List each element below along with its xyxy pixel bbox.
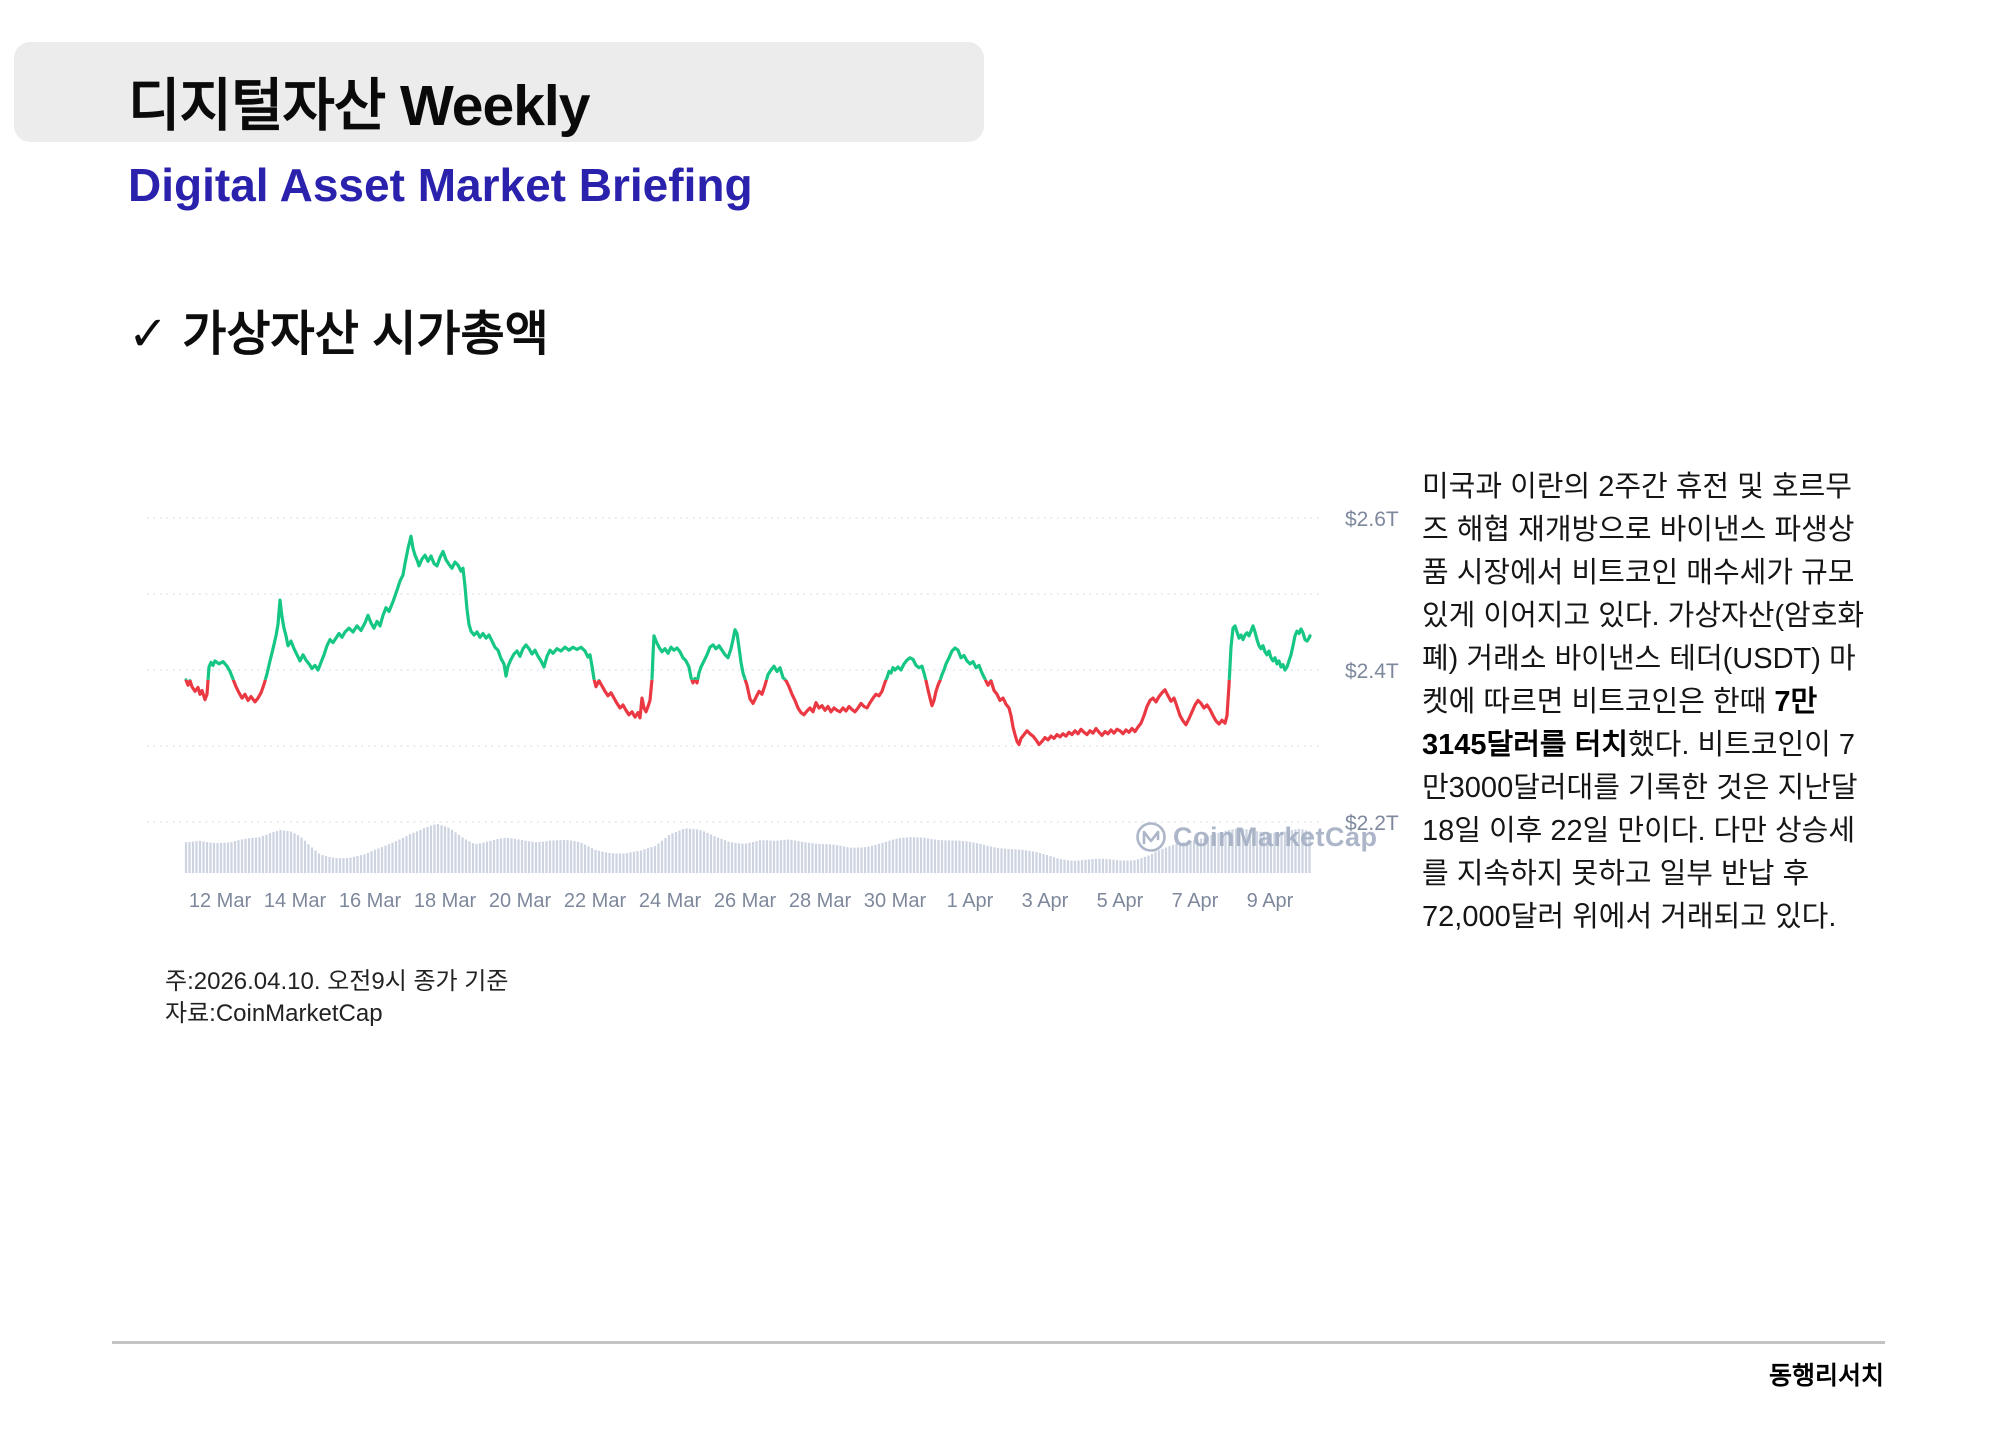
chart-footnote: 주:2026.04.10. 오전9시 종가 기준 자료:CoinMarketCa…	[165, 968, 509, 1027]
svg-text:26 Mar: 26 Mar	[714, 890, 777, 912]
volume-bars	[184, 824, 1311, 873]
commentary-text-1: 미국과 이란의 2주간 휴전 및 호르무 즈 해협 재개방으로 바이낸스 파생상…	[1422, 471, 1865, 718]
svg-text:18 Mar: 18 Mar	[414, 890, 477, 912]
market-cap-chart-svg: $2.6T $2.4T $2.2T 12 Mar 14 Mar 16 Mar 18 Mar 2…	[147, 508, 1399, 912]
svg-text:7 Apr: 7 Apr	[1172, 890, 1219, 912]
svg-text:1 Apr: 1 Apr	[947, 890, 994, 912]
svg-text:$2.2T: $2.2T	[1345, 812, 1399, 835]
page-subtitle: Digital Asset Market Briefing	[128, 159, 753, 211]
title-banner	[14, 42, 984, 142]
x-axis-labels: 12 Mar 14 Mar 16 Mar 18 Mar 20 Mar 22 Mar 24 M…	[189, 890, 1294, 912]
svg-text:22 Mar: 22 Mar	[564, 890, 627, 912]
gridlines	[147, 517, 1320, 823]
svg-text:28 Mar: 28 Mar	[789, 890, 852, 912]
svg-text:$2.4T: $2.4T	[1345, 660, 1399, 683]
commentary-text-2: 했다. 비트코인이 7 만3000달러대를 기록한 것은 지난달 18일 이후 …	[1422, 729, 1858, 933]
footer-divider	[112, 1341, 1885, 1344]
svg-text:$2.6T: $2.6T	[1345, 508, 1399, 531]
commentary-bold-highlight: 7만 3145달러를 터치	[1422, 686, 1818, 761]
svg-text:5 Apr: 5 Apr	[1097, 890, 1144, 912]
footer-brand: 동행리서치	[1768, 1362, 1884, 1390]
coinmarketcap-watermark: CoinMarketCap	[1136, 822, 1378, 852]
section-heading-label: 가상자산 시가총액	[182, 308, 549, 361]
svg-text:9 Apr: 9 Apr	[1247, 890, 1294, 912]
svg-text:20 Mar: 20 Mar	[489, 890, 552, 912]
y-axis-labels: $2.6T $2.4T $2.2T	[1345, 508, 1399, 835]
page-title: 디지털자산 Weekly	[128, 74, 590, 138]
svg-text:12 Mar: 12 Mar	[189, 890, 252, 912]
price-line	[184, 534, 1312, 747]
svg-text:14 Mar: 14 Mar	[264, 890, 327, 912]
svg-text:30 Mar: 30 Mar	[864, 890, 927, 912]
svg-text:3 Apr: 3 Apr	[1022, 890, 1069, 912]
market-cap-chart: $2.6T $2.4T $2.2T 12 Mar 14 Mar 16 Mar 18 Mar 2…	[145, 400, 1415, 920]
svg-text:16 Mar: 16 Mar	[339, 890, 402, 912]
svg-text:24 Mar: 24 Mar	[639, 890, 702, 912]
svg-text:CoinMarketCap: CoinMarketCap	[1173, 822, 1378, 852]
section-heading: ✓ 가상자산 시가총액	[128, 294, 549, 364]
check-icon: ✓	[128, 308, 169, 361]
commentary-paragraph: 미국과 이란의 2주간 휴전 및 호르무 즈 해협 재개방으로 바이낸스 파생상…	[1422, 466, 1922, 939]
